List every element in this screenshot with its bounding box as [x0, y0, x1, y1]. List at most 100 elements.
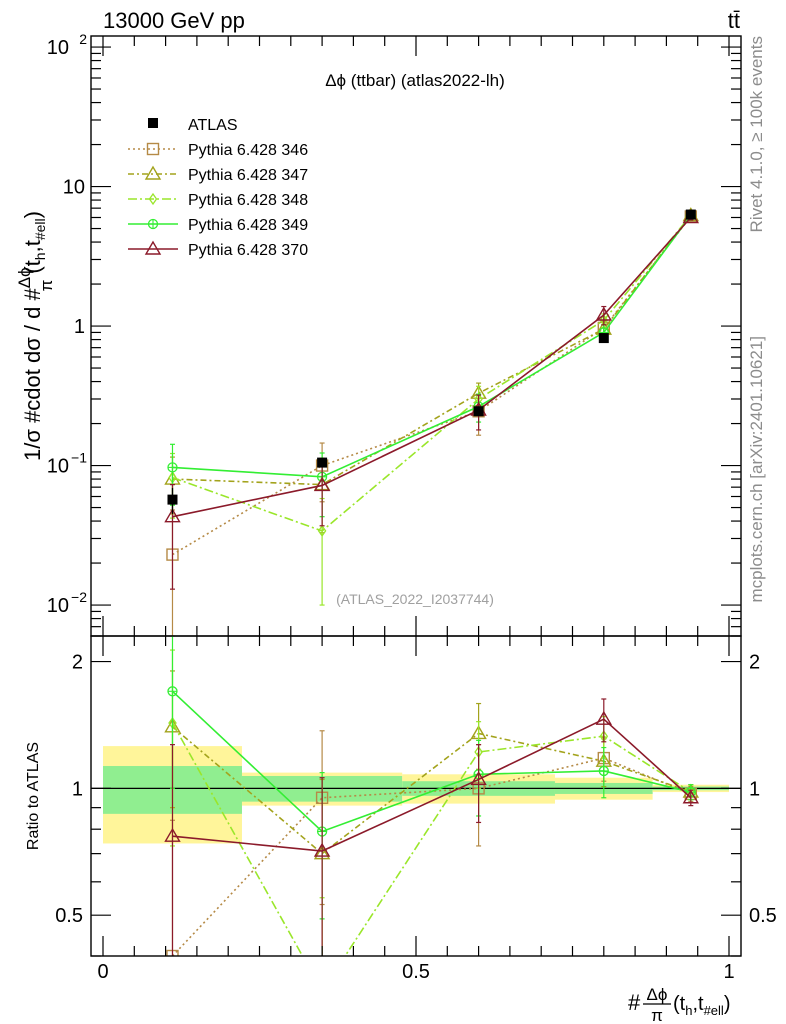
ylabel-sub1: h — [32, 252, 48, 260]
ratio-point — [164, 827, 181, 842]
xlabel-frac-num: Δϕ — [647, 985, 668, 1004]
legend-marker-3 — [148, 192, 158, 206]
xlabel-prefix: # — [628, 990, 641, 1015]
ratio-series-1 — [166, 730, 698, 956]
ratio-plot-marks — [91, 636, 741, 996]
y-tick-label: 10 — [47, 37, 69, 59]
ylabel-frac-num: Δϕ — [15, 267, 34, 288]
xlabel-sub2: #ell — [704, 1003, 724, 1018]
main-data-points — [167, 209, 696, 514]
ratio-y-tick-label-right: 1 — [749, 778, 760, 800]
main-point — [167, 462, 178, 473]
y-tick-label: 10 — [47, 595, 69, 617]
ratio-series-line-4 — [171, 690, 692, 833]
ylabel-prefix: 1/σ #cdot dσ / d # — [20, 288, 45, 461]
ylabel-mid: ,t — [20, 240, 45, 252]
ratio-series-group — [164, 636, 700, 996]
ratio-series-5 — [164, 698, 700, 956]
ratio-point — [682, 789, 700, 804]
svg-text:#: # — [628, 990, 641, 1015]
y-tick-label: 10 — [47, 456, 69, 478]
legend-label-2: Pythia 6.428 347 — [188, 167, 308, 184]
xlabel-mid: ,t — [692, 993, 704, 1015]
ratio-point — [598, 765, 609, 777]
data-point — [317, 457, 328, 468]
legend-marker-5 — [144, 240, 162, 255]
legend-label-4: Pythia 6.428 349 — [188, 217, 308, 234]
xlabel-close: ) — [724, 993, 731, 1015]
y-tick-label: 1 — [74, 316, 85, 338]
ylabel-args: (t — [20, 260, 45, 273]
legend: ATLAS Pythia 6.428 346 Pythia 6.428 347 Pyt… — [128, 117, 308, 259]
ratio-y-tick-label-right: 2 — [749, 652, 760, 674]
main-series-1 — [166, 210, 698, 637]
mcplots-label: mcplots.cern.ch [arXiv:2401.10621] — [747, 336, 766, 602]
energy-label: 13000 GeV pp — [103, 8, 245, 33]
ratio-point — [167, 686, 178, 697]
ratio-y-tick-label-right: 0.5 — [749, 905, 777, 927]
ylabel-sub2: #ell — [32, 218, 48, 240]
y-tick-exponent: 2 — [79, 31, 87, 47]
legend-marker-4 — [147, 218, 159, 230]
data-point — [598, 333, 609, 344]
y-tick-exponent: −1 — [71, 450, 87, 466]
ratio-point — [313, 842, 331, 857]
legend-marker-data — [148, 118, 158, 128]
xlabel-sub1: h — [685, 1003, 692, 1018]
x-axis-label: # Δϕ π (th,t#ell) — [628, 985, 731, 1024]
ratio-y-axis-label: Ratio to ATLAS — [25, 742, 42, 850]
rivet-version-label: Rivet 4.1.0, ≥ 100k events — [747, 36, 766, 232]
ratio-y-ticks: 0.5 0.5 1 1 2 2 — [55, 652, 777, 957]
ratio-y-tick-label-left: 2 — [72, 652, 83, 674]
y-tick-label: 10 — [63, 177, 85, 199]
main-point — [595, 306, 613, 321]
ratio-y-tick-label-left: 1 — [72, 778, 83, 800]
x-tick-label: 1 — [723, 961, 734, 983]
ratio-point — [470, 771, 487, 786]
ratio-series-line-1 — [171, 757, 692, 956]
x-tick-label: 0.5 — [402, 961, 430, 983]
data-point — [685, 209, 696, 220]
main-series-line-3 — [172, 214, 692, 532]
ylabel-frac-den: π — [37, 280, 56, 292]
main-series-line-1 — [172, 216, 692, 556]
main-series-line-2 — [172, 215, 692, 486]
ratio-point — [595, 710, 613, 725]
svg-text:(th,t#ell): (th,t#ell) — [673, 993, 731, 1018]
data-point — [167, 494, 178, 505]
legend-marker-2 — [144, 165, 162, 180]
main-point — [313, 477, 331, 492]
ratio-y-tick-label-left: 0.5 — [55, 905, 83, 927]
ratio-panel: 0.5 0.51 12 2 0 0.5 1 — [55, 635, 777, 996]
legend-label-data: ATLAS — [188, 117, 238, 134]
xlabel-frac-den: π — [651, 1006, 663, 1024]
svg-text:1/σ #cdot dσ / d #Δϕπ(th,t#ell: 1/σ #cdot dσ / d #Δϕ π (th,t#ell) — [15, 211, 56, 461]
legend-label-3: Pythia 6.428 348 — [188, 192, 308, 209]
ylabel-close: ) — [20, 211, 45, 218]
main-x-ticks — [102, 36, 730, 636]
x-tick-label: 0 — [97, 961, 108, 983]
ratio-series-line-3 — [171, 722, 692, 956]
main-point — [164, 508, 181, 523]
chart-title: Δϕ (ttbar) (atlas2022-lh) — [325, 71, 505, 90]
xlabel-args: (t — [673, 993, 686, 1015]
legend-label-5: Pythia 6.428 370 — [188, 242, 308, 259]
legend-marker-1 — [146, 142, 160, 156]
y-axis-label: 1/σ #cdot dσ / d #Δϕ π (th,t#ell) — [15, 211, 56, 461]
analysis-watermark: (ATLAS_2022_I2037744) — [336, 591, 494, 607]
legend-label-1: Pythia 6.428 346 — [188, 142, 308, 159]
ratio-series-3 — [168, 649, 696, 996]
main-series-3 — [168, 209, 696, 606]
ratio-series-2 — [164, 670, 700, 956]
y-tick-exponent: −2 — [71, 589, 87, 605]
data-point — [473, 406, 484, 417]
main-plot-marks — [164, 207, 700, 637]
process-label: tt̄ — [728, 8, 740, 33]
main-series-5 — [164, 209, 700, 590]
ratio-x-ticks: 0 0.5 1 — [97, 636, 735, 983]
main-point — [317, 524, 327, 538]
ratio-point — [319, 986, 326, 996]
